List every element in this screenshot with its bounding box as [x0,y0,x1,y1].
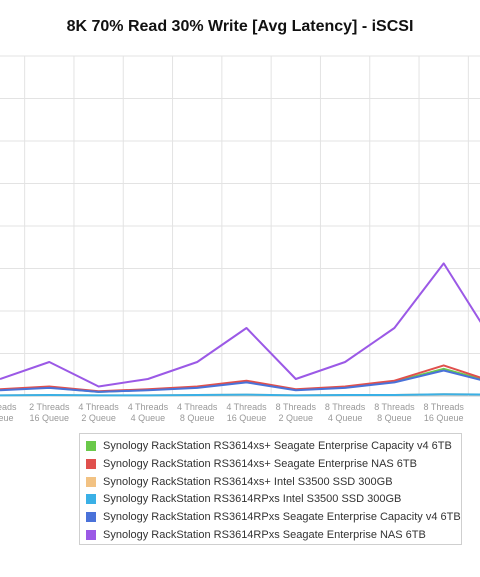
legend-item: Synology RackStation RS3614RPxs Seagate … [86,509,461,525]
x-tick-label: 4 Threads 8 Queue [177,402,218,423]
grid-lines [0,55,480,397]
legend-swatch [86,512,96,523]
legend: Synology RackStation RS3614xs+ Seagate E… [79,433,462,545]
legend-label: Synology RackStation RS3614RPxs Intel S3… [103,493,402,506]
chart-title: 8K 70% Read 30% Write [Avg Latency] - iS… [66,18,414,35]
x-tick-label: ThreadsQueue [0,402,17,423]
x-tick-label: 4 Threads 4 Queue [128,402,169,423]
series-lines [0,262,480,397]
legend-label: Synology RackStation RS3614xs+ Intel S35… [103,475,393,488]
series-line-4 [0,393,480,397]
x-tick-label: 4 Threads 2 Queue [78,402,119,423]
legend-swatch [86,530,96,540]
x-tick-label: 8 Threads 4 Queue [325,402,366,423]
x-tick-label: 8 Threads 16 Queue [424,402,465,423]
series-line-5 [0,369,480,393]
x-tick-label: 8 Threads 8 Queue [374,402,415,423]
legend-label: Synology RackStation RS3614xs+ Seagate E… [103,457,417,470]
legend-item: Synology RackStation RS3614xs+ Intel S35… [86,474,393,490]
series-line-6 [0,262,480,388]
legend-item: Synology RackStation RS3614RPxs Intel S3… [86,491,401,507]
x-tick-label: 8 Threads 2 Queue [276,402,317,423]
legend-label: Synology RackStation RS3614xs+ Seagate E… [103,440,452,452]
legend-swatch [86,494,96,505]
x-tick-label: 2 Threads 16 Queue [29,402,70,423]
legend-swatch [86,458,96,469]
legend-item: Synology RackStation RS3614xs+ Seagate E… [86,456,417,472]
legend-label: Synology RackStation RS3614RPxs Seagate … [103,511,461,524]
x-tick-label: 4 Threads 16 Queue [226,402,267,423]
legend-swatch [86,476,96,487]
legend-item: Synology RackStation RS3614xs+ Seagate E… [86,438,452,454]
legend-label: Synology RackStation RS3614RPxs Seagate … [103,529,426,541]
legend-item: Synology RackStation RS3614RPxs Seagate … [86,527,426,543]
legend-swatch [86,441,96,451]
